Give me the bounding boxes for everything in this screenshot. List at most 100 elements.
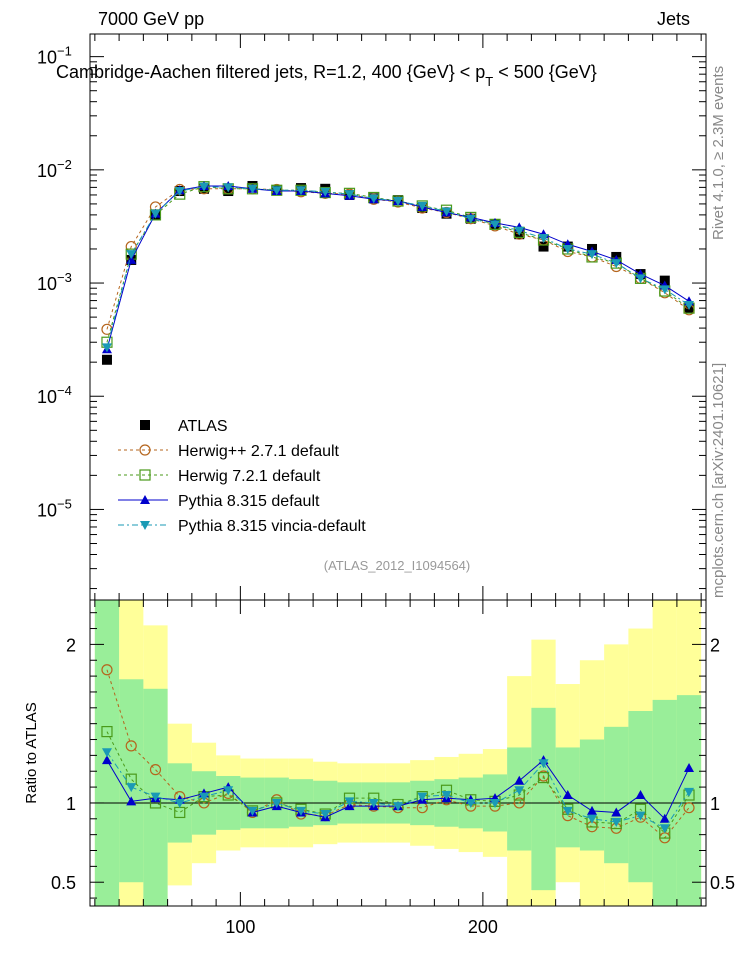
ratio-point	[562, 806, 573, 816]
series-line	[106, 185, 690, 350]
data-point	[538, 233, 549, 243]
ratio-point	[101, 748, 112, 758]
legend-marker	[140, 420, 150, 430]
data-point	[126, 254, 137, 264]
ratio-plot	[101, 664, 695, 844]
series-herwig-7-2-1-default	[101, 181, 695, 348]
ratio-point	[247, 806, 258, 816]
ratio-point	[126, 783, 137, 793]
data-point	[247, 184, 258, 194]
ratio-point	[465, 798, 476, 808]
ratio-point	[684, 787, 695, 797]
ratio-point	[368, 798, 379, 808]
data-point	[417, 201, 428, 211]
ratio-y-tick-label: 1	[66, 794, 76, 814]
ratio-point	[587, 814, 598, 824]
ratio-point	[684, 763, 695, 773]
ratio-point	[659, 824, 670, 834]
ratio-point	[635, 811, 646, 821]
ratio-y-tick-label-right: 2	[710, 635, 720, 655]
data-point	[150, 209, 161, 219]
legend-label: Pythia 8.315 vincia-default	[178, 518, 366, 535]
data-point	[295, 186, 306, 196]
ratio-point	[514, 775, 525, 785]
plot-title-main: Cambridge-Aachen filtered jets, R=1.2, 4…	[56, 62, 485, 82]
ratio-point	[538, 759, 549, 769]
legend-entry: Herwig++ 2.7.1 default	[118, 443, 340, 460]
main-plot	[101, 180, 695, 365]
y-tick-label: 10−1	[37, 44, 72, 68]
data-point	[126, 250, 137, 260]
analysis-id-label: (ATLAS_2012_I1094564)	[324, 558, 470, 573]
ratio-point	[683, 802, 695, 814]
ratio-point	[393, 802, 403, 812]
ratio-point	[126, 796, 137, 806]
ratio-frame	[89, 599, 707, 907]
data-point	[198, 182, 209, 192]
axes: 10−5 10−4 10−3 10−2 10−1 100 200 0.5 0.5 1 1 2 2	[37, 34, 735, 937]
legend-entry: Pythia 8.315 default	[118, 493, 320, 510]
legend-entry: Herwig 7.2.1 default	[118, 468, 321, 485]
legend-entry: ATLAS	[140, 418, 228, 435]
ratio-y-tick-label-right: 1	[710, 794, 720, 814]
ratio-point	[417, 792, 428, 802]
mcplots-label: mcplots.cern.ch [arXiv:2401.10621]	[710, 363, 727, 598]
data-point	[271, 186, 282, 196]
legend-marker	[139, 469, 151, 481]
y-tick-label: 10−2	[37, 157, 72, 181]
plot-title-subscript: T	[485, 74, 493, 89]
data-point	[659, 285, 670, 295]
data-point	[174, 187, 185, 197]
y-tick-label: 10−4	[37, 383, 72, 407]
band-green	[579, 739, 605, 851]
rivet-version-label: Rivet 4.1.0, ≥ 2.3M events	[710, 66, 727, 240]
x-tick-label: 200	[468, 917, 498, 937]
ratio-point	[490, 798, 501, 808]
ratio-point	[562, 790, 573, 800]
ratio-point	[441, 791, 452, 801]
ratio-point	[174, 798, 185, 808]
plot-title-end: < 500 {GeV}	[493, 62, 597, 82]
ratio-y-tick-label-right: 0.5	[710, 873, 735, 893]
ratio-point	[198, 792, 209, 802]
ratio-point	[223, 786, 234, 796]
ratio-point	[295, 806, 306, 816]
series-line	[106, 186, 690, 348]
ratio-point	[101, 755, 112, 765]
energy-label: 7000 GeV pp	[98, 9, 204, 29]
data-point	[223, 183, 234, 193]
ratio-point	[344, 797, 355, 807]
main-frame	[89, 33, 707, 601]
data-point	[611, 259, 622, 269]
legend-marker	[140, 521, 150, 530]
legend: ATLAS Herwig++ 2.7.1 default Herwig 7.2.1 …	[118, 418, 366, 535]
data-point	[684, 300, 695, 310]
data-point	[562, 244, 573, 254]
ratio-point	[271, 798, 282, 808]
legend-entry: Pythia 8.315 vincia-default	[118, 518, 366, 535]
legend-marker	[140, 495, 150, 504]
series-atlas	[101, 180, 695, 365]
series-pythia-8-315-vincia-default	[101, 182, 695, 353]
ratio-point	[635, 790, 646, 800]
band-green	[604, 726, 629, 864]
ratio-point	[149, 764, 162, 776]
ratio-uncertainty-bands	[90, 600, 706, 906]
ratio-point	[587, 805, 598, 815]
data-point	[320, 187, 331, 197]
data-point	[587, 250, 598, 260]
ratio-y-tick-label: 0.5	[51, 873, 76, 893]
ratio-point	[150, 792, 161, 802]
band-green	[119, 679, 144, 883]
legend-label: Pythia 8.315 default	[178, 493, 320, 510]
x-tick-label: 100	[225, 917, 255, 937]
data-point	[441, 207, 452, 217]
plot-title: Cambridge-Aachen filtered jets, R=1.2, 4…	[56, 62, 597, 89]
ratio-point	[611, 817, 622, 827]
data-point	[538, 241, 549, 252]
legend-label: Herwig 7.2.1 default	[178, 468, 321, 485]
band-green	[507, 747, 532, 851]
legend-label: ATLAS	[178, 418, 228, 435]
ratio-point	[101, 725, 113, 738]
